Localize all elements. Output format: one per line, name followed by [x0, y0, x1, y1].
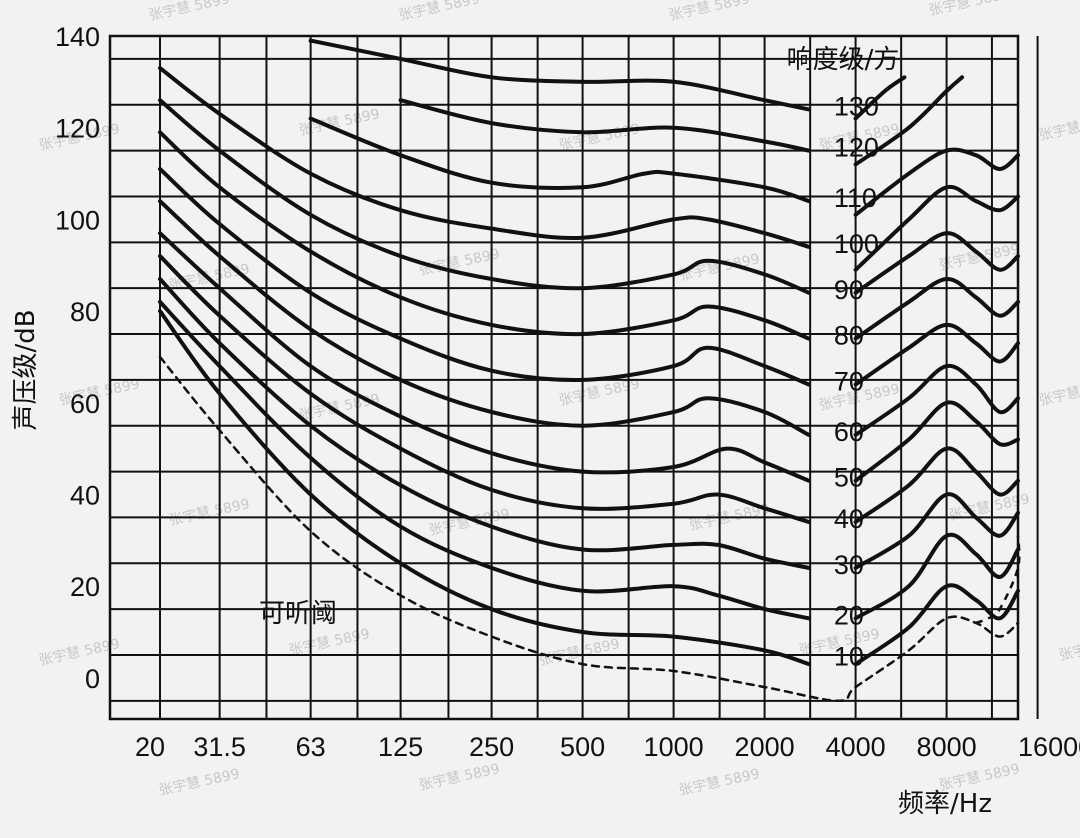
curve-10-phon	[158, 309, 811, 667]
watermark-text: 张宇慧 5899	[678, 766, 762, 799]
curve-100-phon-high	[853, 184, 1020, 272]
x-tick-label: 500	[560, 732, 605, 762]
watermark-text: 张宇慧 5899	[148, 0, 232, 24]
curve-80-phon	[158, 130, 811, 341]
phon-label: 120	[834, 133, 879, 163]
watermark-text: 张宇慧 5899	[158, 766, 242, 799]
threshold-curve-high	[975, 535, 1021, 625]
watermark-text: 张宇慧 5899	[168, 496, 252, 529]
x-tick-label: 4000	[826, 732, 886, 762]
curve-10-phon-high	[853, 583, 1020, 667]
y-tick-label: 60	[70, 389, 100, 419]
y-tick-label: 120	[55, 114, 100, 144]
y-tick-label: 20	[70, 572, 100, 602]
curve-70-phon-high	[853, 322, 1020, 387]
curve-70-phon	[158, 167, 811, 387]
x-tick-label: 31.5	[193, 732, 246, 762]
curve-40-phon-high	[853, 446, 1020, 524]
phon-label: 90	[834, 275, 864, 305]
y-tick-label: 0	[85, 664, 100, 694]
curve-130-phon	[308, 38, 811, 112]
curve-80-phon-high	[853, 277, 1020, 341]
phon-label: 50	[834, 463, 864, 493]
x-tick-label: 8000	[917, 732, 977, 762]
watermark-text: 张宇慧 5899	[38, 636, 122, 669]
curve-60-phon	[158, 199, 811, 437]
plot-frame	[108, 34, 1020, 721]
threshold-curve	[158, 355, 1020, 703]
phon-label: 20	[834, 600, 864, 630]
curve-50-phon	[158, 231, 811, 483]
curve-110-phon-high	[853, 147, 1020, 217]
threshold-label: 可听阈	[259, 599, 337, 629]
watermark-text: 张宇慧 5899	[418, 761, 502, 794]
watermark-text: 张宇慧 5899	[938, 241, 1022, 274]
phon-label: 30	[834, 550, 864, 580]
legend-title: 响度级/方	[787, 45, 900, 75]
curve-50-phon-high	[853, 400, 1020, 483]
phon-label: 80	[834, 321, 864, 351]
phon-label: 60	[834, 417, 864, 447]
curve-90-phon	[158, 98, 811, 295]
watermark-text: 张宇慧 5899	[1058, 631, 1080, 664]
x-tick-label: 2000	[735, 732, 795, 762]
y-tick-label: 140	[55, 22, 100, 52]
curve-20-phon	[158, 299, 811, 621]
x-tick-label: 63	[296, 732, 326, 762]
x-tick-label: 125	[378, 732, 423, 762]
watermark-text: 张宇慧 5899	[428, 506, 512, 539]
x-tick-label: 1000	[644, 732, 704, 762]
phon-label: 70	[834, 366, 864, 396]
watermark-text: 张宇慧 5899	[398, 0, 482, 24]
x-axis-label: 频率/Hz	[898, 789, 992, 819]
y-tick-label: 40	[70, 481, 100, 511]
watermark-text: 张宇慧 5899	[1038, 111, 1080, 144]
curve-20-phon-high	[853, 532, 1020, 621]
y-tick-label: 100	[55, 205, 100, 235]
curve-100-phon	[158, 66, 811, 249]
y-tick-label: 80	[70, 297, 100, 327]
watermark-text: 张宇慧 5899	[928, 0, 1012, 19]
phon-label: 40	[834, 504, 864, 534]
curves: 10 20 30 40 50 60 70 80 90 100 110 120 130	[158, 38, 1021, 703]
phon-label: 10	[834, 642, 864, 672]
watermark-text: 张宇慧 5899	[668, 0, 752, 24]
curve-60-phon-high	[853, 363, 1020, 437]
curve-110-phon	[308, 116, 811, 204]
x-tick-label: 20	[135, 732, 165, 762]
x-tick-label: 250	[469, 732, 514, 762]
curve-30-phon	[158, 277, 811, 570]
y-axis-label: 声压级/dB	[11, 309, 41, 430]
watermark-text: 张宇慧 5899	[1038, 376, 1080, 409]
phon-label: 110	[834, 183, 877, 213]
curve-130-phon-high	[853, 75, 907, 121]
curve-120-phon	[398, 98, 811, 153]
phon-label: 130	[834, 91, 879, 121]
curve-120-phon-high	[853, 75, 965, 167]
phon-label: 100	[834, 229, 879, 259]
curve-40-phon	[158, 254, 811, 524]
curve-30-phon-high	[853, 492, 1020, 570]
curve-90-phon-high	[853, 231, 1020, 295]
